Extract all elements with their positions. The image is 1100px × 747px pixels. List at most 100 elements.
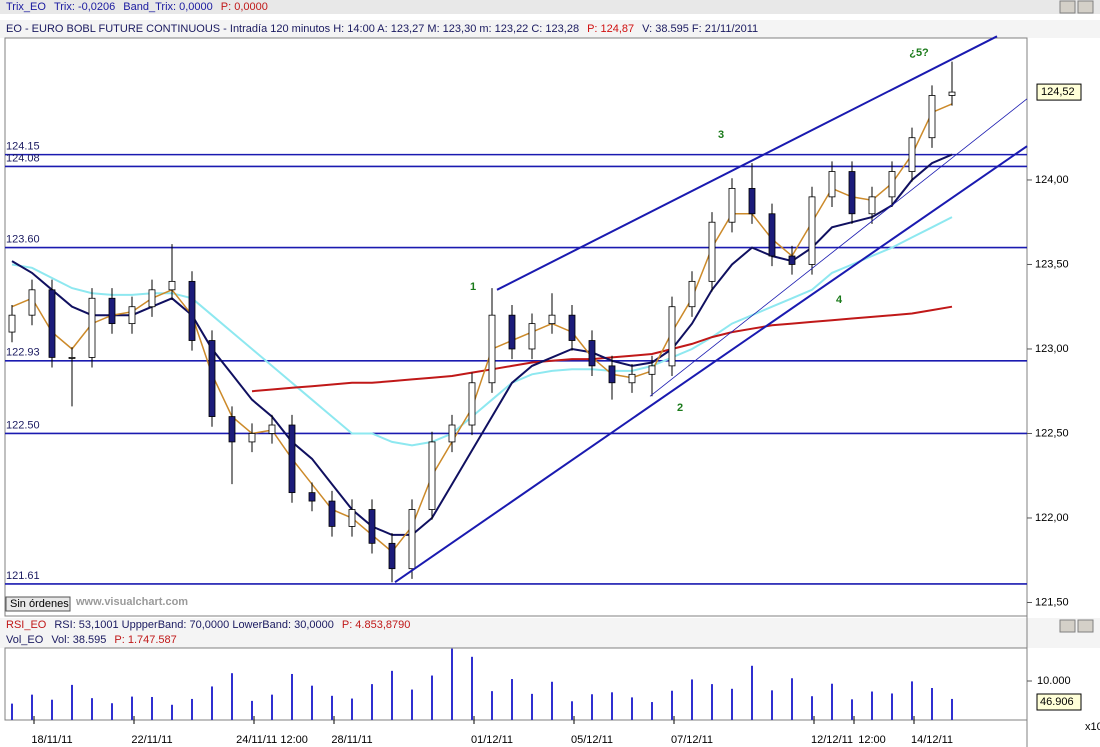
candle-body: [248, 433, 256, 443]
orders-button-label[interactable]: Sin órdenes: [10, 598, 69, 610]
y-tick-label: 121,50: [1035, 596, 1069, 608]
volume-bar: [671, 690, 673, 720]
candle-body: [528, 323, 536, 350]
candle-body: [508, 314, 516, 350]
volume-bar: [51, 699, 53, 720]
candle-body: [768, 213, 776, 257]
volume-bar: [291, 673, 293, 720]
candle-body: [668, 306, 676, 367]
candle-body: [8, 314, 16, 333]
volume-bar: [531, 693, 533, 720]
volume-bar: [651, 702, 653, 720]
header-part: V: 38.595 F: 21/11/2011: [642, 23, 758, 35]
candle-body: [28, 289, 36, 316]
header-part: RSI: 53,1001 UppperBand: 70,0000 LowerBa…: [54, 619, 334, 631]
header-part: P: 4.853,8790: [342, 619, 411, 631]
orders-button[interactable]: [5, 596, 71, 612]
candle-body: [888, 171, 896, 198]
y-tick-label: 123,50: [1035, 258, 1069, 270]
header-part: Vol: 38.595: [51, 634, 106, 646]
candle-body: [648, 365, 656, 375]
header-part: P: 124,87: [587, 23, 634, 35]
volume-bar: [511, 679, 513, 720]
window-buttons[interactable]: [1059, 0, 1094, 633]
level-label: 123.60: [6, 233, 40, 245]
level-label: 122.50: [6, 419, 40, 431]
close-button[interactable]: [1077, 0, 1094, 14]
wave-label: ¿5?: [909, 47, 929, 59]
level-label: 122.93: [6, 347, 40, 359]
candle-body: [368, 509, 376, 544]
candle-body: [788, 255, 796, 265]
last-price-box: [1036, 83, 1082, 101]
x-tick-label: 01/12/11: [471, 734, 513, 746]
trend-line: [649, 98, 1028, 397]
candle-body: [868, 196, 876, 215]
candle-body: [448, 424, 456, 443]
volume-last-label: 46.906: [1040, 696, 1074, 708]
volume-bar: [771, 690, 773, 720]
volume-bar: [811, 696, 813, 720]
volume-bar: [31, 694, 33, 720]
volume-bar: [231, 673, 233, 720]
candle-body: [628, 373, 636, 384]
volume-bar: [171, 704, 173, 720]
candle-body: [348, 509, 356, 527]
y-tick-label: 124,00: [1035, 174, 1069, 186]
x-tick-label: 18/11/11: [31, 734, 72, 746]
scale-label: x10: [1085, 721, 1100, 733]
wave-label: 3: [718, 129, 724, 141]
level-label: 121.61: [6, 570, 40, 582]
candle-body: [88, 297, 96, 358]
volume-last-box: [1036, 693, 1082, 711]
header-part: Trix: -0,0206: [54, 1, 115, 13]
candle-body: [148, 289, 156, 308]
y-tick-label: 122,50: [1035, 427, 1069, 439]
candle-body: [468, 382, 476, 426]
candle-body: [688, 280, 696, 308]
minimize-button[interactable]: [1059, 619, 1076, 633]
volume-bar: [751, 665, 753, 720]
volume-bar: [711, 684, 713, 720]
trend-line: [394, 145, 1028, 584]
x-tick-label: 12/12/11: [811, 734, 853, 746]
candle-body: [708, 221, 716, 282]
moving-average: [11, 103, 953, 553]
volume-bar: [551, 681, 553, 720]
volume-bar: [611, 692, 613, 720]
volume-bar: [911, 681, 913, 720]
header-text: Trix_EO Trix: -0,0206 Band_Trix: 0,0000 P: …: [6, 1, 268, 13]
volume-bar: [311, 685, 313, 720]
candle-body: [428, 441, 436, 510]
volume-bar: [831, 683, 833, 720]
volume-bar: [571, 701, 573, 720]
volume-bar: [631, 697, 633, 720]
volume-bar: [351, 698, 353, 720]
moving-average: [11, 216, 953, 447]
header-part: EO - EURO BOBL FUTURE CONTINUOUS - Intra…: [6, 23, 579, 35]
wave-label: 1: [470, 281, 476, 293]
volume-bar: [451, 648, 453, 720]
candle-body: [308, 492, 316, 502]
close-button[interactable]: [1077, 619, 1094, 633]
x-tick-label: 24/11/11 12:00: [236, 734, 308, 746]
volume-bar: [131, 696, 133, 720]
candle-body: [68, 357, 76, 359]
volume-bar: [691, 679, 693, 720]
indicator-strip: [0, 618, 1100, 648]
level-label: 124.15: [6, 141, 40, 153]
y-tick-label: 10.000: [1037, 675, 1071, 687]
candle-body: [908, 137, 916, 172]
minimize-button[interactable]: [1059, 0, 1076, 14]
header-part: RSI_EO: [6, 619, 47, 631]
volume-bar: [271, 694, 273, 720]
volume-bar: [151, 696, 153, 720]
volume-bar: [11, 703, 13, 720]
candle-body: [488, 314, 496, 384]
volume-bar: [191, 698, 193, 720]
candle-body: [728, 188, 736, 223]
x-tick-label: 05/12/11: [571, 734, 613, 746]
candle-body: [208, 340, 216, 417]
volume-bar: [731, 688, 733, 720]
watermark: www.visualchart.com: [75, 596, 188, 608]
